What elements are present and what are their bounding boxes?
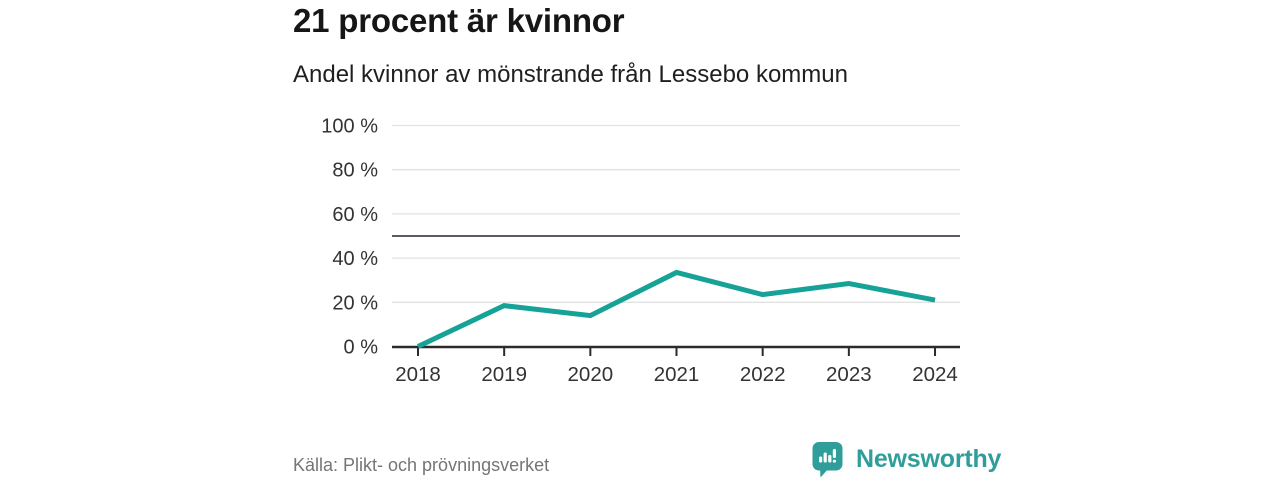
svg-text:60 %: 60 % [332,204,378,226]
svg-text:100 %: 100 % [321,116,378,138]
svg-text:2021: 2021 [654,363,700,386]
x-axis-ticks [417,348,937,356]
brand-name: Newsworthy [856,445,1002,473]
svg-text:2022: 2022 [740,363,786,386]
svg-text:2020: 2020 [568,363,614,386]
svg-text:2023: 2023 [826,363,872,386]
gridlines [392,124,960,303]
y-axis-labels: 0 % 20 % 40 % 60 % 80 % 100 % [321,116,378,359]
svg-text:0 %: 0 % [344,337,379,359]
brand-logo: Newsworthy [811,441,1001,478]
svg-text:2019: 2019 [481,363,527,386]
source-note: Källa: Plikt- och prövningsverket [293,455,550,475]
chart-title: 21 procent är kvinnor [293,2,625,39]
svg-text:2018: 2018 [395,363,441,386]
data-line [416,269,936,349]
chart-subtitle: Andel kvinnor av mönstrande från Lessebo… [293,61,848,88]
svg-text:40 %: 40 % [332,248,378,270]
svg-text:20 %: 20 % [332,292,378,314]
chart-speech-bubble-icon [812,442,843,478]
x-axis-labels: 2018 2019 2020 2021 2022 2023 2024 [395,363,958,386]
svg-text:80 %: 80 % [332,160,378,182]
svg-text:2024: 2024 [912,363,958,386]
